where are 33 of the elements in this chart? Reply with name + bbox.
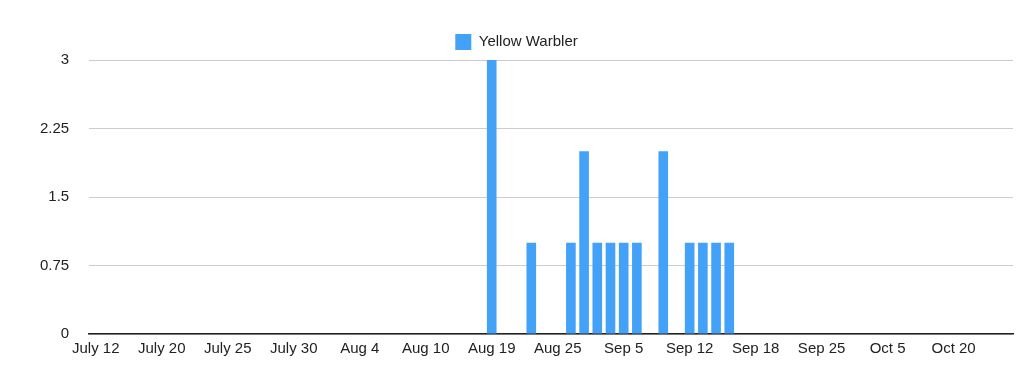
x-tick-label: Sep 5 [604,339,644,357]
x-tick-label: Sep 25 [797,339,846,357]
bar [632,242,642,334]
x-tick-label: July 30 [269,339,318,357]
x-tick-label: July 20 [138,339,186,357]
bar [724,242,735,334]
bar [592,242,603,334]
bar [566,242,576,334]
y-tick-label: 1.5 [48,187,70,205]
x-tick-label: Aug 10 [401,339,450,357]
bar [579,151,589,334]
bar [684,242,695,334]
y-tick-label: 2.25 [39,118,70,136]
x-tick-label: Aug 19 [467,339,516,357]
bar [486,60,497,334]
x-tick-label: Sep 12 [665,339,714,357]
bar [605,242,616,334]
x-tick-label: Aug 25 [533,339,582,357]
bar [711,242,721,334]
legend-label: Yellow Warbler [478,32,578,50]
bar [526,242,537,334]
x-tick-label: Oct 20 [931,339,976,357]
y-tick-label: 3 [60,50,70,68]
x-tick-label: Oct 5 [869,339,906,357]
x-tick-label: July 25 [204,339,252,357]
y-tick-label: 0.75 [39,255,70,273]
x-tick-label: July 12 [72,339,120,357]
y-tick-label: 0 [60,324,70,342]
bar [618,242,629,334]
x-tick-label: Aug 4 [340,339,380,357]
x-tick-label: Sep 18 [731,339,780,357]
bar [658,151,669,334]
bar [698,242,708,334]
